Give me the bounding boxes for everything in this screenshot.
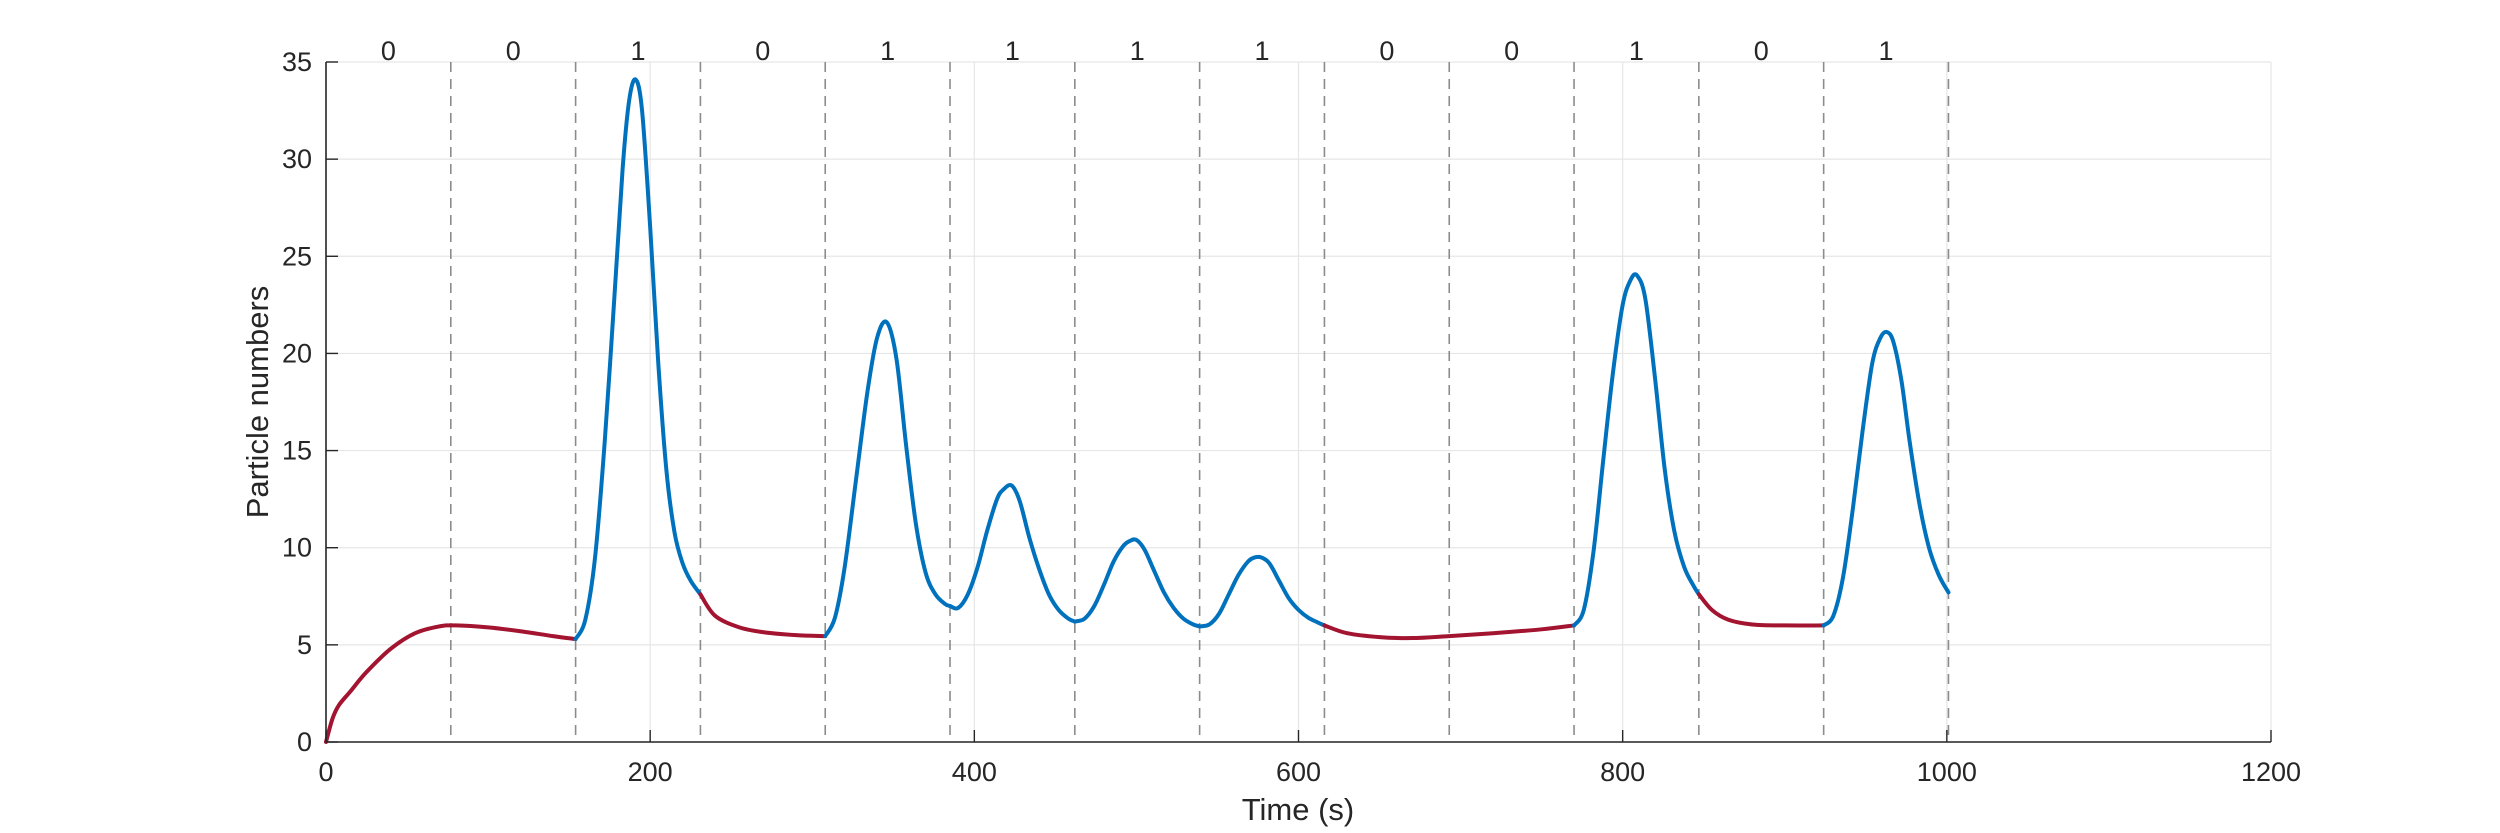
y-axis-title: Particle numbers: [240, 286, 275, 519]
x-tick-label: 1000: [1917, 757, 1977, 787]
segment-label: 1: [880, 36, 895, 66]
series-line-state-1: [1072, 537, 1202, 629]
y-tick-label: 0: [297, 727, 312, 757]
y-tick-label: 5: [297, 630, 312, 660]
series-line-state-0: [698, 592, 828, 639]
y-tick-label: 25: [282, 241, 312, 271]
series-line-state-1: [1197, 554, 1327, 629]
segment-label: 0: [1379, 36, 1394, 66]
segment-label: 0: [506, 36, 521, 66]
series-line-state-1: [1572, 272, 1701, 628]
series-line-state-0: [324, 623, 578, 744]
series-line-state-1: [823, 319, 953, 639]
x-axis-title: Time (s): [1242, 792, 1355, 827]
segment-label: 1: [1130, 36, 1145, 66]
x-tick-label: 0: [318, 757, 333, 787]
series-line-state-1: [1821, 329, 1951, 628]
segment-label: 1: [1629, 36, 1644, 66]
y-tick-label: 20: [282, 338, 312, 368]
x-tick-label: 400: [952, 757, 997, 787]
x-tick-label: 800: [1600, 757, 1645, 787]
series-layer: [324, 77, 1951, 744]
x-tick-label: 200: [628, 757, 673, 787]
y-tick-label: 15: [282, 436, 312, 466]
series-line-state-1: [573, 77, 703, 642]
segment-label: 0: [381, 36, 396, 66]
segment-labels: 0 0 1 0 1 1 1 1 0 0 1 0 1: [381, 36, 1894, 66]
x-tick-label: 600: [1276, 757, 1321, 787]
x-tick-label: 1200: [2241, 757, 2301, 787]
segment-label: 0: [1754, 36, 1769, 66]
segment-label: 1: [1255, 36, 1270, 66]
segment-label: 0: [755, 36, 770, 66]
y-tick-labels: 0 5 10 15 20 25 30 35: [282, 47, 312, 757]
segment-label: 1: [1005, 36, 1020, 66]
segment-label: 0: [1504, 36, 1519, 66]
y-tick-label: 35: [282, 47, 312, 77]
y-tick-label: 10: [282, 533, 312, 563]
segment-label: 1: [1879, 36, 1894, 66]
x-tick-labels: 0 200 400 600 800 1000 1200: [318, 757, 2301, 787]
series-line-state-0: [1322, 623, 1577, 641]
series-line-state-0: [1696, 592, 1826, 628]
segment-boundaries: [450, 62, 1950, 742]
y-tick-label: 30: [282, 144, 312, 174]
segment-label: 1: [630, 36, 645, 66]
axes: [325, 61, 2272, 743]
series-line-state-1: [948, 483, 1077, 624]
